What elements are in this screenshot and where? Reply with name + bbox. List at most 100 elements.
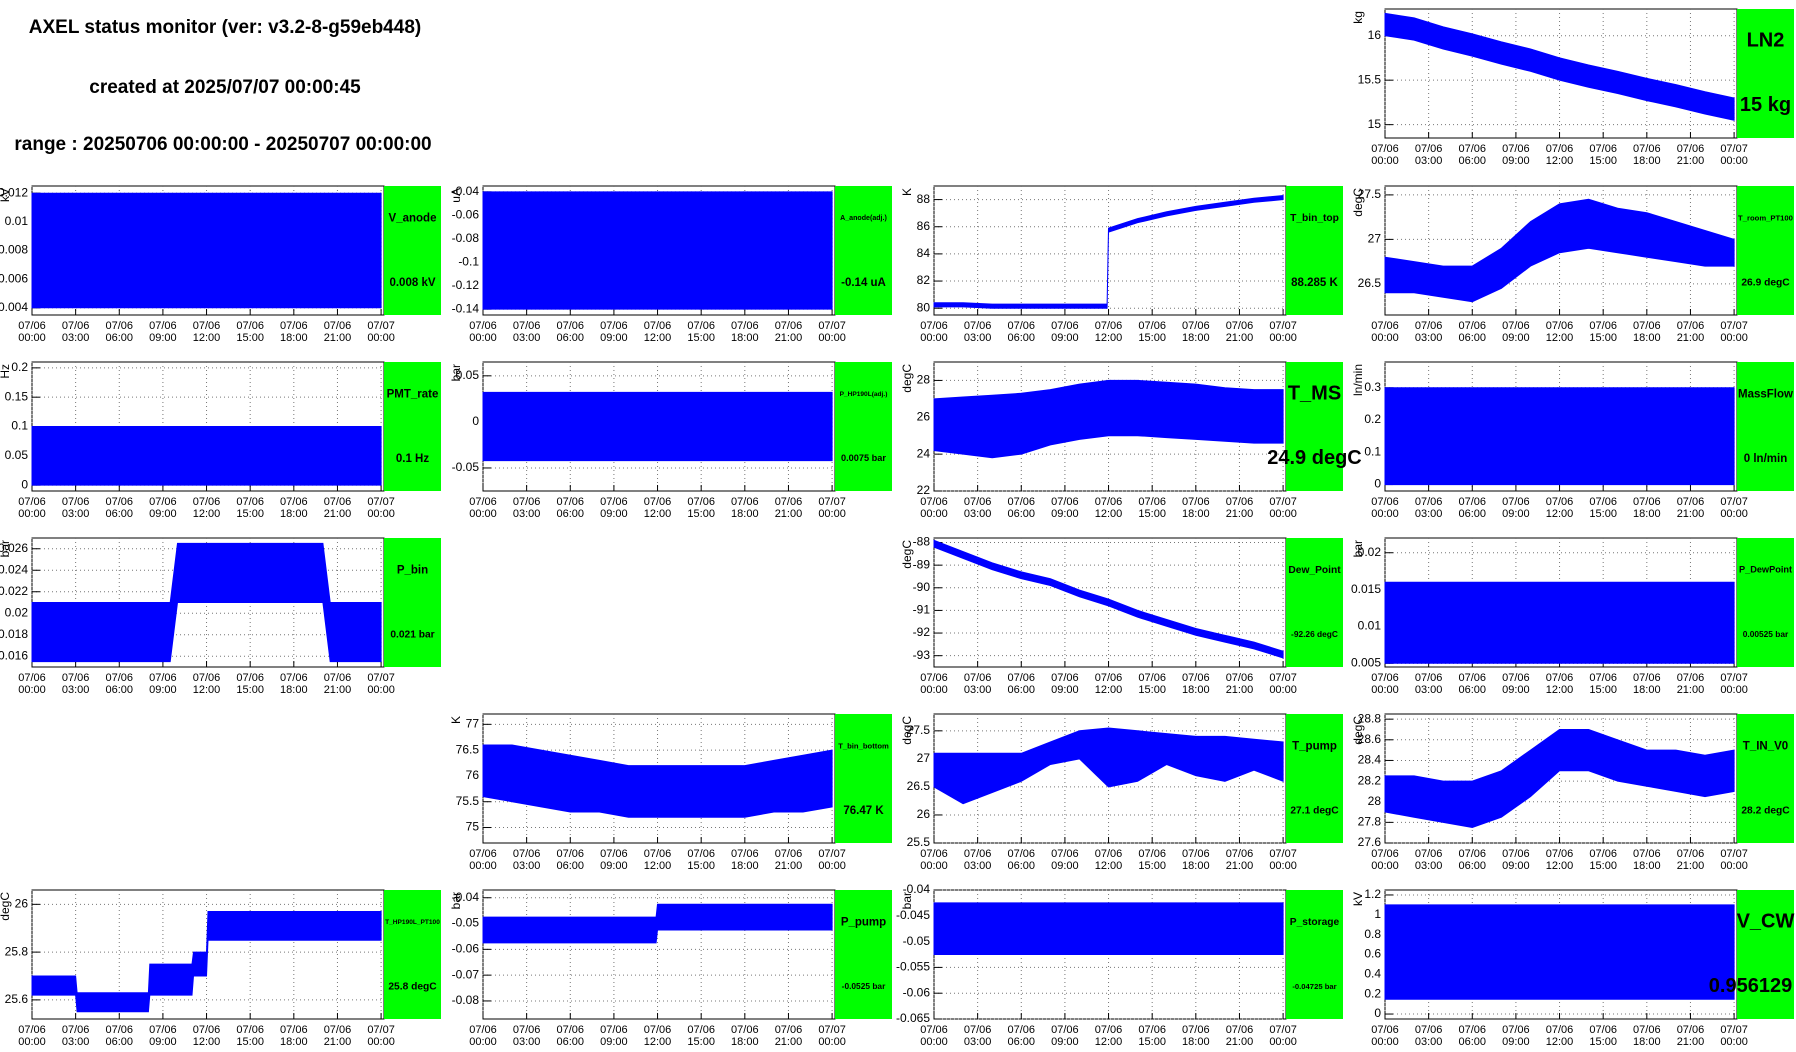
status-name: V_CW [1737, 911, 1795, 933]
header-text: AXEL status monitor (ver: v3.2-8-g59eb44… [29, 17, 421, 38]
status-box [835, 186, 892, 315]
y-tick-label: -0.08 [452, 993, 480, 1007]
status-name: V_anode [389, 212, 437, 224]
x-tick-label: 07/06 00:00 [1371, 143, 1399, 167]
x-tick-label: 07/06 06:00 [557, 496, 585, 520]
y-axis-label: bar [0, 540, 12, 557]
x-tick-label: 07/07 00:00 [1269, 848, 1297, 872]
status-value: 0.00525 bar [1743, 629, 1789, 639]
status-name: T_HP190L_PT100 [385, 919, 440, 926]
y-tick-label: -0.055 [896, 960, 930, 974]
x-tick-label: 07/06 06:00 [557, 848, 585, 872]
y-axis-label: kg [1351, 11, 1365, 24]
x-tick-label: 07/06 00:00 [469, 320, 497, 344]
x-tick-label: 07/06 21:00 [324, 496, 352, 520]
x-tick-label: 07/06 09:00 [1051, 320, 1079, 344]
y-tick-label: 16 [1368, 28, 1382, 42]
y-axis-label: bar [1351, 540, 1365, 557]
data-band [933, 539, 1284, 659]
data-band [482, 191, 833, 310]
data-band [1384, 198, 1735, 303]
y-tick-label: 0.2 [11, 360, 28, 374]
x-tick-label: 07/06 21:00 [1677, 320, 1705, 344]
y-tick-label: 0.005 [1351, 655, 1381, 669]
x-tick-label: 07/06 15:00 [236, 672, 264, 696]
y-tick-label: 75 [466, 820, 480, 834]
x-tick-label: 07/06 09:00 [149, 320, 177, 344]
x-tick-label: 07/06 09:00 [600, 320, 628, 344]
status-value: 15 kg [1740, 94, 1791, 116]
y-tick-label: 28.4 [1358, 753, 1382, 767]
x-tick-label: 07/06 03:00 [513, 1024, 541, 1048]
status-value: 88.285 K [1291, 277, 1338, 289]
x-tick-label: 07/06 00:00 [18, 1024, 46, 1048]
x-tick-label: 07/06 09:00 [1502, 848, 1530, 872]
y-tick-label: 25.5 [907, 835, 931, 849]
y-tick-label: 76 [466, 768, 480, 782]
x-tick-label: 07/06 12:00 [1546, 1024, 1574, 1048]
y-tick-label: -0.06 [452, 207, 480, 221]
x-tick-label: 07/06 15:00 [1138, 320, 1166, 344]
x-tick-label: 07/06 15:00 [1138, 672, 1166, 696]
x-tick-label: 07/06 03:00 [62, 320, 90, 344]
x-tick-label: 07/06 00:00 [1371, 848, 1399, 872]
y-axis-label: K [449, 716, 463, 724]
status-value: -92.26 degC [1291, 629, 1338, 639]
x-tick-label: 07/06 18:00 [1182, 1024, 1210, 1048]
status-name: P_bin [397, 564, 428, 576]
y-tick-label: 0 [472, 414, 479, 428]
x-tick-label: 07/07 00:00 [1269, 672, 1297, 696]
y-axis-label: bar [449, 892, 463, 909]
x-tick-label: 07/06 21:00 [1226, 496, 1254, 520]
x-tick-label: 07/06 03:00 [513, 320, 541, 344]
x-tick-label: 07/06 09:00 [1051, 1024, 1079, 1048]
x-tick-label: 07/07 00:00 [367, 320, 395, 344]
x-tick-label: 07/06 21:00 [775, 320, 803, 344]
x-tick-label: 07/06 03:00 [964, 672, 992, 696]
y-tick-label: 0.022 [0, 584, 28, 598]
y-tick-label: 0.024 [0, 562, 28, 576]
status-box [835, 890, 892, 1019]
x-tick-label: 07/06 03:00 [1415, 848, 1443, 872]
x-tick-label: 07/07 00:00 [1720, 143, 1748, 167]
y-axis-label: degC [900, 716, 914, 745]
x-tick-label: 07/06 09:00 [1051, 672, 1079, 696]
x-tick-label: 07/06 15:00 [687, 1024, 715, 1048]
x-tick-label: 07/06 21:00 [775, 848, 803, 872]
x-tick-label: 07/06 21:00 [1677, 143, 1705, 167]
x-tick-label: 07/06 09:00 [1051, 848, 1079, 872]
x-tick-label: 07/06 06:00 [1459, 320, 1487, 344]
status-box [1286, 890, 1343, 1019]
x-tick-label: 07/06 00:00 [920, 320, 948, 344]
x-tick-label: 07/06 12:00 [193, 320, 221, 344]
y-tick-label: 0.4 [1364, 967, 1381, 981]
x-tick-label: 07/06 00:00 [920, 672, 948, 696]
y-tick-label: -0.05 [452, 460, 480, 474]
status-box [1286, 714, 1343, 843]
y-tick-label: -0.12 [452, 278, 480, 292]
y-axis-label: ln/min [1351, 364, 1365, 396]
x-tick-label: 07/06 03:00 [513, 496, 541, 520]
x-tick-label: 07/06 15:00 [236, 496, 264, 520]
x-tick-label: 07/06 00:00 [1371, 496, 1399, 520]
data-band [933, 902, 1284, 955]
x-tick-label: 07/06 21:00 [1677, 496, 1705, 520]
data-band [1384, 904, 1735, 1000]
x-tick-label: 07/06 18:00 [1633, 320, 1661, 344]
y-tick-label: 1 [1374, 907, 1381, 921]
y-tick-label: 82 [917, 273, 931, 287]
y-axis-label: bar [449, 364, 463, 381]
status-name: A_anode(adj.) [840, 215, 887, 222]
y-tick-label: -0.04 [452, 184, 480, 198]
x-tick-label: 07/06 15:00 [1138, 1024, 1166, 1048]
y-axis-label: degC [900, 364, 914, 393]
x-tick-label: 07/06 21:00 [324, 320, 352, 344]
x-tick-label: 07/06 09:00 [600, 848, 628, 872]
x-tick-label: 07/06 18:00 [1182, 672, 1210, 696]
y-tick-label: -0.07 [452, 967, 480, 981]
x-tick-label: 07/06 09:00 [149, 496, 177, 520]
x-tick-label: 07/06 15:00 [236, 320, 264, 344]
x-tick-label: 07/06 00:00 [920, 496, 948, 520]
y-tick-label: 88 [917, 192, 931, 206]
y-tick-label: 1.2 [1364, 887, 1381, 901]
